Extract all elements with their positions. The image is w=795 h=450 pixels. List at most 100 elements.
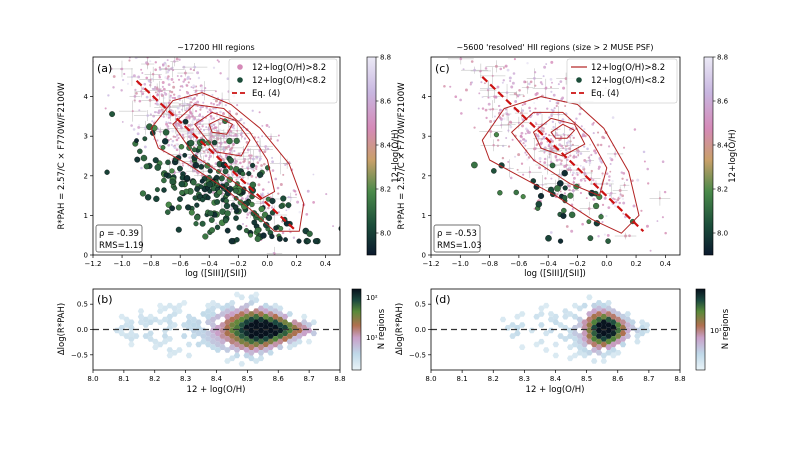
data-point-high-metallicity	[599, 143, 603, 147]
data-point-high-metallicity	[171, 96, 175, 100]
d-xtick-label: 8.7	[643, 375, 654, 383]
data-point-high-metallicity	[166, 125, 170, 128]
hexbin-cell	[619, 330, 627, 337]
data-point-high-metallicity	[494, 64, 498, 68]
hexbin-cell	[133, 333, 140, 339]
data-point-high-metallicity	[292, 236, 296, 240]
data-point-high-metallicity	[542, 127, 545, 130]
data-point-high-metallicity	[176, 75, 179, 77]
hexbin-cell	[229, 316, 236, 323]
hexbin-cell	[615, 316, 622, 323]
data-point-high-metallicity	[572, 189, 575, 193]
data-point-low-metallicity	[175, 204, 182, 211]
data-point-low-metallicity	[234, 237, 240, 243]
c-ytick-label: 0	[422, 252, 426, 260]
c-xtick-label: −1.0	[452, 260, 469, 268]
data-point-high-metallicity	[658, 197, 661, 200]
data-point-low-metallicity	[269, 197, 276, 205]
hexbin-cell	[243, 313, 250, 320]
hexbin-cell	[195, 319, 202, 325]
data-point-high-metallicity	[496, 85, 500, 89]
hexbin-cell	[219, 322, 226, 328]
hexbin-cell	[543, 330, 550, 337]
hexbin-cell	[238, 344, 245, 350]
hexbin-cell	[233, 341, 241, 348]
hexbin-cell	[176, 308, 183, 314]
hexbin-cell	[567, 355, 574, 362]
data-point-high-metallicity	[534, 121, 537, 124]
colorbar-tick-label: 8.6	[717, 98, 729, 106]
data-point-high-metallicity	[176, 134, 179, 137]
data-point-high-metallicity	[624, 234, 628, 238]
data-point-low-metallicity	[218, 175, 225, 182]
hexbin-cell	[257, 311, 265, 317]
data-point-high-metallicity	[646, 167, 649, 171]
data-point-high-metallicity	[162, 87, 166, 91]
data-point-high-metallicity	[481, 107, 485, 110]
data-point-high-metallicity	[489, 108, 492, 111]
data-point-high-metallicity	[267, 192, 269, 195]
data-point-low-metallicity	[164, 209, 171, 215]
data-point-high-metallicity	[149, 60, 152, 63]
data-point-high-metallicity	[134, 57, 138, 60]
data-point-high-metallicity	[188, 135, 191, 138]
hexbin-cell	[185, 319, 193, 325]
data-point-low-metallicity	[194, 202, 200, 208]
data-point-high-metallicity	[565, 141, 569, 145]
data-point-high-metallicity	[232, 127, 236, 130]
hexbin-cell	[591, 330, 598, 337]
eq4-line	[481, 76, 645, 233]
data-point-high-metallicity	[575, 152, 578, 154]
data-point-high-metallicity	[212, 102, 216, 106]
data-point-high-metallicity	[151, 73, 155, 76]
hexbin-cell	[610, 347, 617, 353]
data-point-high-metallicity	[225, 137, 228, 140]
panel-c-stat-rho: ρ = -0.53	[437, 229, 477, 239]
hexbin-cell	[128, 330, 135, 337]
hexbin-cell	[586, 322, 593, 328]
hexbin-cell	[209, 333, 217, 339]
hexbin-cell	[576, 333, 583, 339]
data-point-low-metallicity	[194, 214, 201, 221]
data-point-high-metallicity	[199, 152, 202, 155]
hexbin-cell	[238, 311, 245, 317]
a-ytick-label: 2	[84, 172, 88, 180]
data-point-high-metallicity	[529, 109, 532, 113]
data-point-high-metallicity	[211, 93, 214, 97]
hexbin-cell	[253, 319, 260, 325]
hexbin-cell	[562, 313, 569, 320]
data-point-high-metallicity	[193, 118, 196, 121]
hexbin-cell	[248, 322, 255, 328]
data-point-high-metallicity	[261, 201, 265, 204]
hexbin-cell	[176, 347, 183, 353]
hexbin-cell	[543, 347, 550, 353]
data-point-high-metallicity	[268, 126, 271, 128]
data-point-low-metallicity	[567, 192, 574, 199]
data-point-high-metallicity	[120, 89, 123, 92]
data-point-high-metallicity	[582, 135, 585, 138]
data-point-high-metallicity	[522, 95, 525, 98]
data-point-high-metallicity	[196, 100, 200, 104]
density-contour-3	[194, 111, 251, 157]
panel-b-ylabel: Δlog(R*PAH)	[57, 303, 67, 355]
panel-a-stat-rms: RMS=1.19	[99, 241, 144, 251]
data-point-high-metallicity	[542, 75, 545, 78]
hexbin-cell	[233, 336, 241, 342]
data-point-high-metallicity	[178, 89, 182, 92]
c-xtick-label: −1.2	[423, 260, 440, 268]
hexbin-cell	[605, 322, 612, 328]
data-point-low-metallicity	[587, 235, 594, 242]
data-point-high-metallicity	[484, 67, 488, 70]
data-point-high-metallicity	[551, 145, 554, 148]
data-point-high-metallicity	[218, 141, 221, 145]
data-point-high-metallicity	[236, 104, 239, 107]
hexbin-cell	[624, 322, 631, 328]
hexbin-cell	[248, 344, 255, 350]
data-point-high-metallicity	[608, 178, 611, 182]
hexbin-cell	[643, 322, 651, 328]
data-point-high-metallicity	[166, 59, 169, 62]
data-point-high-metallicity	[157, 111, 160, 115]
hexbin-cell	[296, 322, 303, 328]
c-ytick-label: 1	[422, 212, 426, 220]
data-point-high-metallicity	[209, 114, 213, 118]
